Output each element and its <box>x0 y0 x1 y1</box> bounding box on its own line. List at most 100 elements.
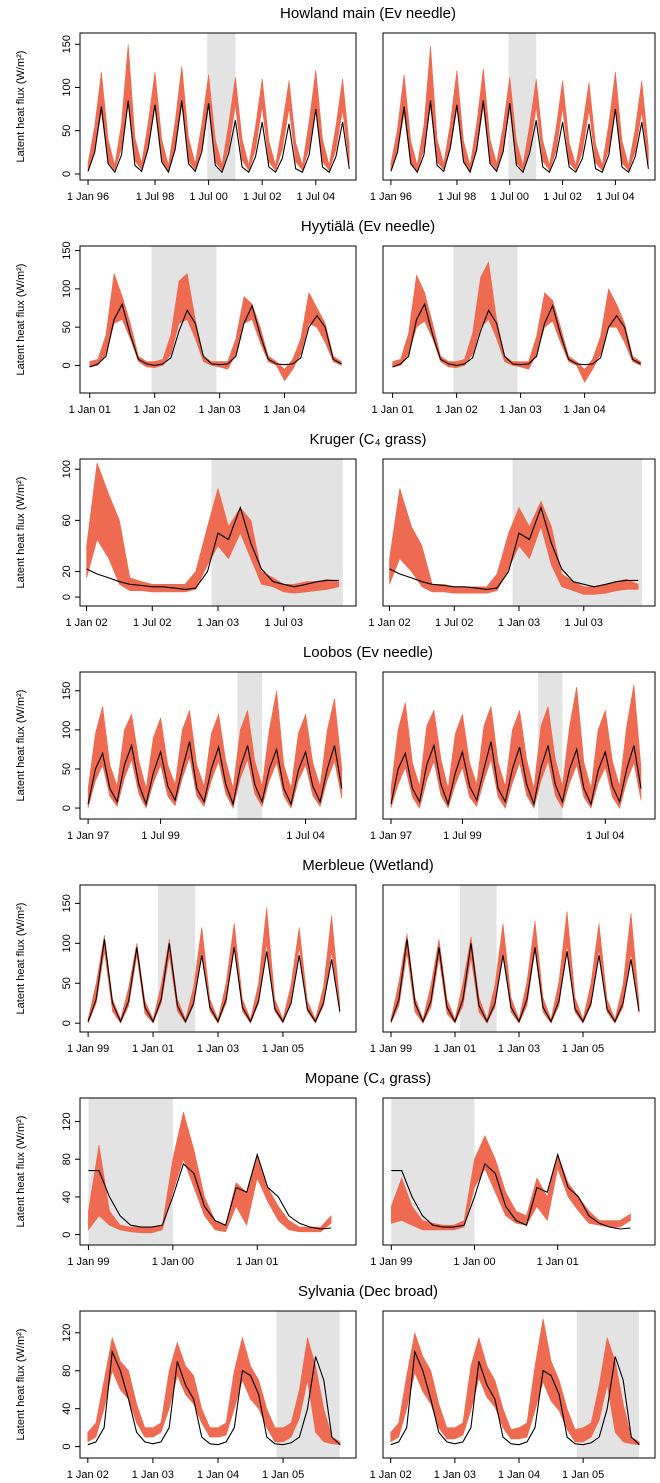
model-range-band <box>87 907 341 1024</box>
chart-title: Hyytiälä (Ev needle) <box>301 218 435 235</box>
y-tick-label: 60 <box>61 514 73 526</box>
y-tick-label: 80 <box>61 1153 73 1165</box>
panel: 1 Jan 99 1 Jan 00 1 Jan 01 0 40 80 120 <box>61 1097 357 1268</box>
x-tick-label: 1 Jan 99 <box>370 1043 412 1055</box>
y-tick-label: 120 <box>61 1324 73 1342</box>
y-tick-label: 20 <box>61 565 73 577</box>
x-tick-label: 1 Jan 04 <box>263 404 305 416</box>
x-tick-label: 1 Jan 04 <box>498 1469 540 1481</box>
chart-title: Mopane (C₄ grass) <box>305 1070 431 1087</box>
x-tick-label: 1 Jan 01 <box>434 1043 476 1055</box>
x-tick-label: 1 Jan 04 <box>197 1469 239 1481</box>
plot-frame <box>79 1097 357 1246</box>
model-range-band <box>89 273 342 382</box>
y-tick-label: 0 <box>61 1444 73 1450</box>
x-tick-label: 1 Jan 00 <box>152 1256 194 1268</box>
x-tick-label: 1 Jul 04 <box>286 830 325 842</box>
observed-line <box>86 505 339 590</box>
panel: 1 Jan 99 1 Jan 01 1 Jan 03 1 Jan 05 0 50 100 15… <box>61 884 357 1055</box>
y-tick-label: 50 <box>61 763 73 775</box>
y-tick-label: 40 <box>61 1191 73 1203</box>
y-tick-label: 0 <box>61 805 73 811</box>
plot-frame <box>79 671 357 820</box>
x-tick-label: 1 Jul 98 <box>136 191 175 203</box>
plot-frame <box>382 1097 656 1246</box>
y-axis-label: Latent heat flux (W/m²) <box>15 1116 27 1228</box>
chart-title: Kruger (C₄ grass) <box>310 431 427 448</box>
model-range-band <box>390 1134 631 1231</box>
model-range-band <box>88 1112 332 1234</box>
plot-frame <box>382 884 656 1033</box>
x-tick-label: 1 Jan 03 <box>499 404 541 416</box>
plot-frame <box>79 32 357 181</box>
x-tick-label: 1 Jul 02 <box>133 617 172 629</box>
y-tick-label: 40 <box>61 1403 73 1415</box>
x-tick-label: 1 Jan 01 <box>371 404 413 416</box>
x-tick-label: 1 Jan 96 <box>67 191 109 203</box>
y-tick-label: 120 <box>61 1112 73 1130</box>
chart-title: Howland main (Ev needle) <box>280 5 456 22</box>
x-tick-label: 1 Jan 05 <box>562 1469 604 1481</box>
observed-line <box>87 741 343 807</box>
x-tick-label: 1 Jan 05 <box>262 1043 304 1055</box>
observed-line <box>87 100 350 174</box>
y-tick-label: 100 <box>61 78 73 96</box>
panel: 1 Jan 96 1 Jul 98 1 Jul 00 1 Jul 02 1 Jul 04… <box>61 32 357 203</box>
plot-frame <box>382 245 656 394</box>
plot-frame <box>79 245 357 394</box>
x-tick-label: 1 Jan 02 <box>65 617 107 629</box>
x-tick-label: 1 Jan 02 <box>67 1469 109 1481</box>
y-axis-label: Latent heat flux (W/m²) <box>15 1329 27 1441</box>
y-tick-label: 150 <box>61 35 73 53</box>
panel: 1 Jan 02 1 Jan 03 1 Jan 04 1 Jan 05 <box>370 1310 656 1481</box>
chart-title: Merbleue (Wetland) <box>302 857 433 874</box>
x-tick-label: 1 Jan 01 <box>69 404 111 416</box>
x-tick-label: 1 Jan 99 <box>67 1043 109 1055</box>
y-axis-label: Latent heat flux (W/m²) <box>15 477 27 589</box>
x-tick-label: 1 Jan 97 <box>370 830 412 842</box>
plot-frame <box>79 884 357 1033</box>
x-tick-label: 1 Jan 05 <box>562 1043 604 1055</box>
observed-line <box>389 505 639 590</box>
y-tick-label: 80 <box>61 1365 73 1377</box>
x-tick-label: 1 Jul 03 <box>264 617 303 629</box>
y-tick-label: 150 <box>61 894 73 912</box>
x-tick-label: 1 Jan 02 <box>368 617 410 629</box>
y-axis-label: Latent heat flux (W/m²) <box>15 903 27 1015</box>
y-tick-label: 0 <box>61 594 73 600</box>
observed-line <box>390 1349 640 1446</box>
plot-frame <box>382 671 656 820</box>
model-range-band <box>86 462 340 594</box>
panel: 1 Jan 99 1 Jan 01 1 Jan 03 1 Jan 05 <box>370 884 656 1055</box>
model-range-band <box>390 684 642 809</box>
observed-line <box>392 302 641 368</box>
panel: 1 Jan 99 1 Jan 00 1 Jan 01 <box>370 1097 656 1268</box>
model-range-band <box>87 690 343 809</box>
x-tick-label: 1 Jul 03 <box>564 617 603 629</box>
x-tick-label: 1 Jul 04 <box>596 191 635 203</box>
observed-line <box>87 939 341 1024</box>
y-axis-label: Latent heat flux (W/m²) <box>15 264 27 376</box>
y-axis-label: Latent heat flux (W/m²) <box>15 690 27 802</box>
y-tick-label: 50 <box>61 125 73 137</box>
y-tick-label: 50 <box>61 321 73 333</box>
y-tick-label: 0 <box>61 362 73 368</box>
x-tick-label: 1 Jul 02 <box>543 191 582 203</box>
x-tick-label: 1 Jan 96 <box>370 191 412 203</box>
observed-line <box>88 1152 332 1230</box>
chart-title: Sylvania (Dec broad) <box>298 1283 438 1300</box>
x-tick-label: 1 Jul 02 <box>243 191 282 203</box>
panel: 1 Jan 97 1 Jul 99 1 Jul 04 <box>370 671 656 842</box>
observed-line <box>87 1349 341 1446</box>
observed-line <box>390 939 640 1024</box>
x-tick-label: 1 Jan 03 <box>199 404 241 416</box>
x-tick-label: 1 Jul 99 <box>443 830 482 842</box>
y-tick-label: 100 <box>61 460 73 478</box>
x-tick-label: 1 Jan 01 <box>132 1043 174 1055</box>
model-range-band <box>389 488 639 595</box>
x-tick-label: 1 Jan 97 <box>67 830 109 842</box>
panel: 1 Jan 96 1 Jul 98 1 Jul 00 1 Jul 02 1 Jul 04 <box>370 32 656 203</box>
panel: 1 Jan 97 1 Jul 99 1 Jul 04 0 50 100 150 <box>61 671 357 842</box>
x-tick-label: 1 Jan 99 <box>67 1256 109 1268</box>
